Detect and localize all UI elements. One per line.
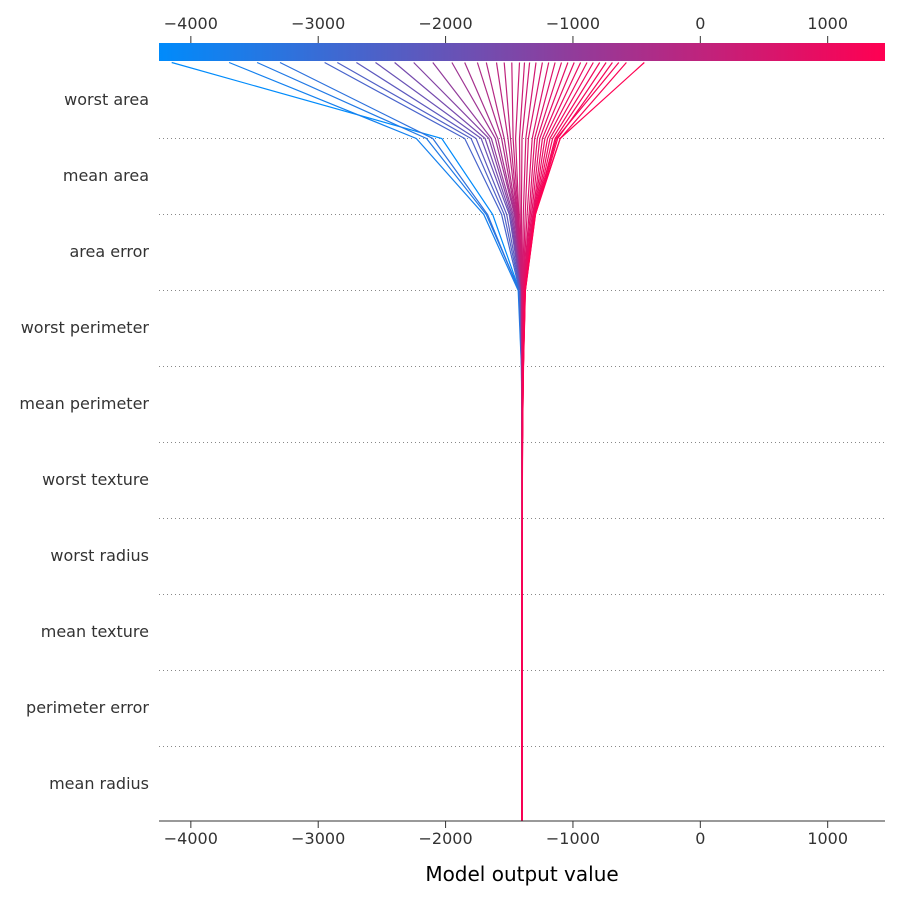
bottom-tick-label: −3000 xyxy=(291,829,345,848)
top-tick-label: −1000 xyxy=(546,14,600,33)
decision-line xyxy=(521,62,563,821)
feature-label: worst texture xyxy=(42,470,149,489)
feature-label: mean perimeter xyxy=(19,394,149,413)
top-tick-label: −3000 xyxy=(291,14,345,33)
decision-line xyxy=(521,62,645,821)
bottom-tick-label: 1000 xyxy=(807,829,848,848)
top-tick-label: −4000 xyxy=(164,14,218,33)
feature-label: mean texture xyxy=(41,622,149,641)
top-tick-label: 1000 xyxy=(807,14,848,33)
colorbar xyxy=(159,43,885,61)
decision-line xyxy=(228,61,523,821)
feature-label: area error xyxy=(70,242,150,261)
decision-line xyxy=(337,61,523,821)
feature-label: worst radius xyxy=(50,546,149,565)
top-axis: −4000 −3000 −2000 −1000 0 1000 xyxy=(164,14,848,43)
decision-line xyxy=(514,62,523,821)
feature-label: mean area xyxy=(63,166,149,185)
decision-line xyxy=(279,61,523,821)
decision-line xyxy=(521,62,620,821)
bottom-tick-label: 0 xyxy=(695,829,705,848)
feature-labels: worst area mean area area error worst perim… xyxy=(19,90,149,793)
decision-lines xyxy=(171,61,645,821)
feature-label: perimeter error xyxy=(26,698,149,717)
decision-line xyxy=(171,61,524,821)
top-tick-label: −2000 xyxy=(419,14,473,33)
feature-label: worst area xyxy=(64,90,149,109)
bottom-axis: −4000 −3000 −2000 −1000 0 1000 xyxy=(164,821,848,848)
x-axis-label: Model output value xyxy=(425,862,618,886)
feature-label: worst perimeter xyxy=(21,318,150,337)
decision-line xyxy=(521,62,582,821)
bottom-tick-label: −4000 xyxy=(164,829,218,848)
top-tick-label: 0 xyxy=(695,14,705,33)
bottom-tick-label: −2000 xyxy=(419,829,473,848)
bottom-tick-label: −1000 xyxy=(546,829,600,848)
feature-gridlines xyxy=(159,138,885,747)
feature-label: mean radius xyxy=(49,774,149,793)
decision-line xyxy=(521,62,607,821)
decision-line xyxy=(394,62,523,821)
decision-line xyxy=(521,62,594,821)
decision-line xyxy=(324,61,523,821)
